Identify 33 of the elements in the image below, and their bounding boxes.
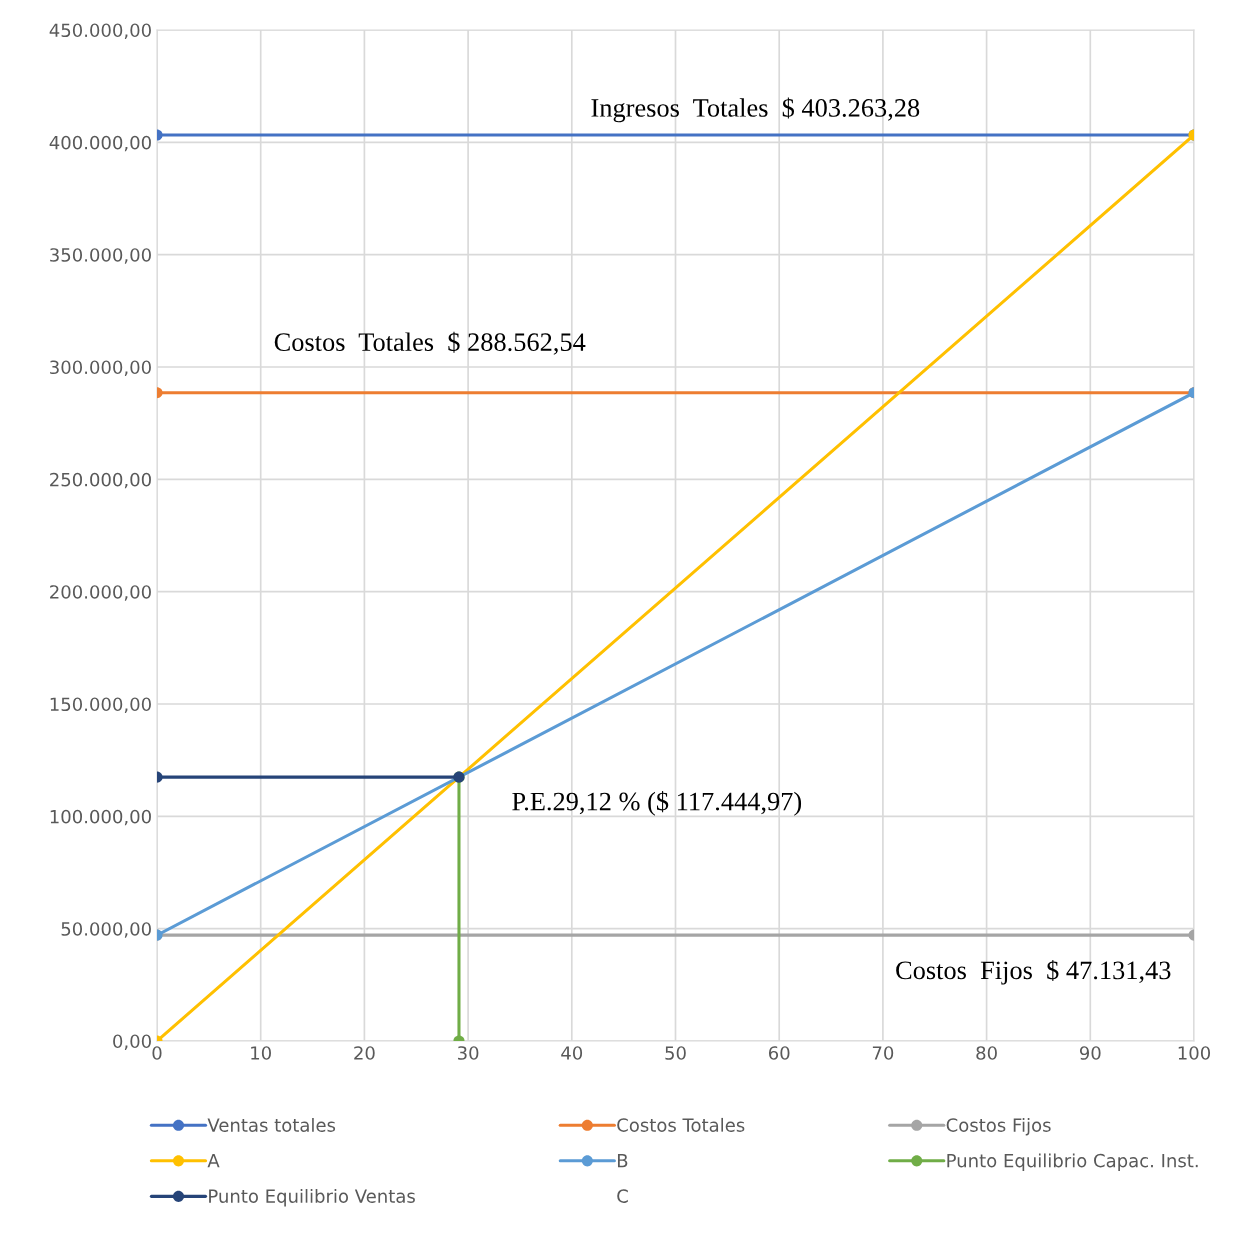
x-tick-label: 40	[561, 1046, 583, 1060]
x-tick-label: 30	[457, 1046, 479, 1060]
annotation: P.E.29,12 % ($ 117.444,97)	[512, 791, 802, 816]
annotation: Costos Fijos $ 47.131,43	[896, 959, 1171, 985]
y-tick-label: 200.000,00	[50, 585, 151, 601]
y-tick-label: 450.000,00	[49, 23, 151, 39]
legend-label: Punto Equilibrio Ventas	[209, 1188, 415, 1207]
legend-label: Costos Fijos	[946, 1117, 1051, 1136]
x-tick-label: 80	[976, 1046, 997, 1060]
y-tick-label: 50.000,00	[61, 922, 151, 938]
legend-label: Punto Equilibrio Capac. Inst.	[947, 1153, 1198, 1171]
x-tick-label: 50	[665, 1046, 686, 1060]
y-tick-label: 250.000,00	[50, 472, 151, 489]
y-tick-label: 400.000,00	[49, 135, 151, 152]
x-tick-label: 100	[1178, 1046, 1211, 1060]
annotation: Costos Totales $ 288.562,54	[274, 331, 586, 355]
text: C	[617, 1189, 628, 1203]
annotation: Ingresos Totales $ 403.263,28	[591, 97, 920, 123]
y-tick-label: 300.000,00	[50, 360, 151, 376]
x-tick-label: 60	[768, 1046, 790, 1060]
x-tick-label: 20	[354, 1046, 375, 1060]
y-tick-label: 150.000,00	[50, 697, 151, 713]
legend-label: B	[617, 1154, 628, 1168]
y-tick-label: 0,00	[113, 1034, 151, 1050]
y-tick-label: 100.000,00	[50, 809, 151, 826]
legend-label: A	[207, 1154, 220, 1168]
y-tick-label: 350.000,00	[50, 248, 151, 264]
x-tick-label: 0	[152, 1046, 162, 1060]
x-tick-label: 90	[1079, 1046, 1101, 1060]
legend-label: Costos Totales	[617, 1117, 745, 1132]
legend-label: Ventas totales	[207, 1117, 336, 1132]
x-tick-label: 10	[251, 1046, 271, 1060]
x-tick-label: 70	[872, 1046, 894, 1060]
